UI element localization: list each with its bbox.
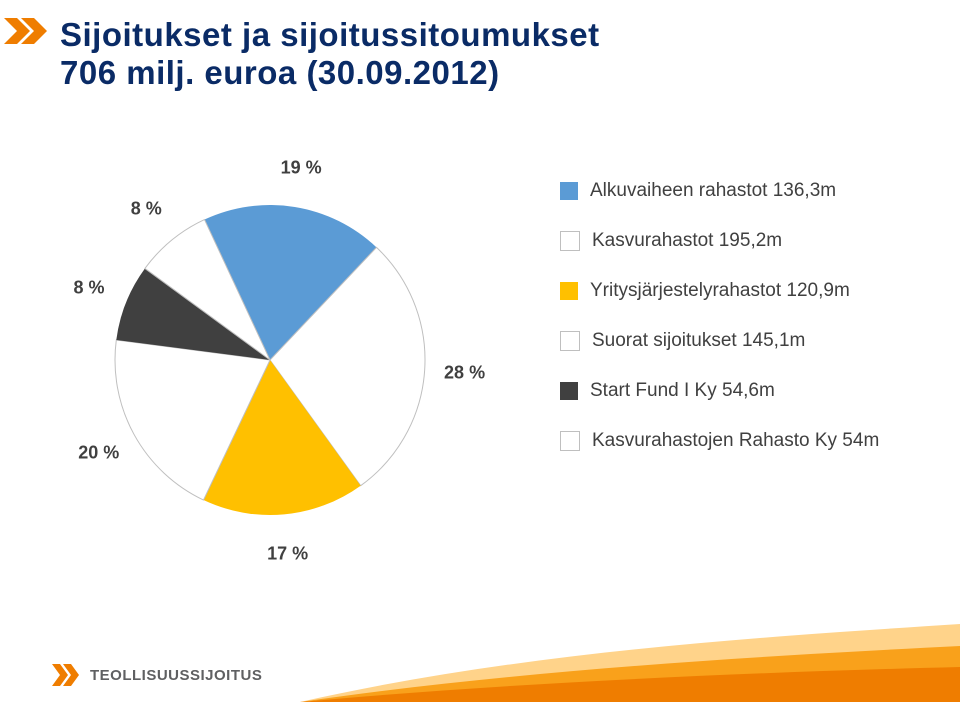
legend-label: Alkuvaiheen rahastot 136,3m bbox=[590, 180, 836, 202]
legend-swatch bbox=[560, 282, 578, 300]
logo-text: TEOLLISUUSSIJOITUS bbox=[90, 667, 262, 684]
pie-label-kasvu: 28 % bbox=[444, 362, 485, 383]
legend-item: Alkuvaiheen rahastot 136,3m bbox=[560, 180, 940, 202]
legend-label: Kasvurahastot 195,2m bbox=[592, 230, 782, 252]
legend-item: Kasvurahastot 195,2m bbox=[560, 230, 940, 252]
slide: { "title": { "line1": "Sijoitukset ja si… bbox=[0, 0, 960, 702]
logo: TEOLLISUUSSIJOITUS bbox=[52, 664, 262, 686]
legend-label: Suorat sijoitukset 145,1m bbox=[592, 330, 805, 352]
page-title: Sijoitukset ja sijoitussitoumukset 706 m… bbox=[60, 16, 920, 92]
legend-swatch bbox=[560, 231, 580, 251]
pie-label-startfund: 8 % bbox=[73, 277, 104, 298]
legend-item: Start Fund I Ky 54,6m bbox=[560, 380, 940, 402]
title-line-1: Sijoitukset ja sijoitussitoumukset bbox=[60, 16, 920, 54]
legend-swatch bbox=[560, 182, 578, 200]
legend-item: Suorat sijoitukset 145,1m bbox=[560, 330, 940, 352]
legend-label: Kasvurahastojen Rahasto Ky 54m bbox=[592, 430, 879, 452]
pie-label-kasvurah: 8 % bbox=[131, 199, 162, 220]
legend-label: Start Fund I Ky 54,6m bbox=[590, 380, 775, 402]
legend-label: Yritysjärjestelyrahastot 120,9m bbox=[590, 280, 850, 302]
legend-swatch bbox=[560, 431, 580, 451]
title-line-2: 706 milj. euroa (30.09.2012) bbox=[60, 54, 920, 92]
legend-item: Kasvurahastojen Rahasto Ky 54m bbox=[560, 430, 940, 452]
pie-label-alkuvaihe: 19 % bbox=[281, 157, 322, 178]
legend-swatch bbox=[560, 382, 578, 400]
corner-chevrons-icon bbox=[4, 18, 54, 54]
legend-swatch bbox=[560, 331, 580, 351]
footer-decoration bbox=[0, 612, 960, 702]
pie-label-yritysjarj: 17 % bbox=[267, 544, 308, 565]
pie-label-suorat: 20 % bbox=[78, 443, 119, 464]
pie-chart: 19 %28 %17 %20 %8 %8 % bbox=[100, 190, 440, 530]
legend-item: Yritysjärjestelyrahastot 120,9m bbox=[560, 280, 940, 302]
logo-chevrons-icon bbox=[52, 664, 82, 686]
legend: Alkuvaiheen rahastot 136,3m Kasvurahastot… bbox=[560, 180, 940, 480]
